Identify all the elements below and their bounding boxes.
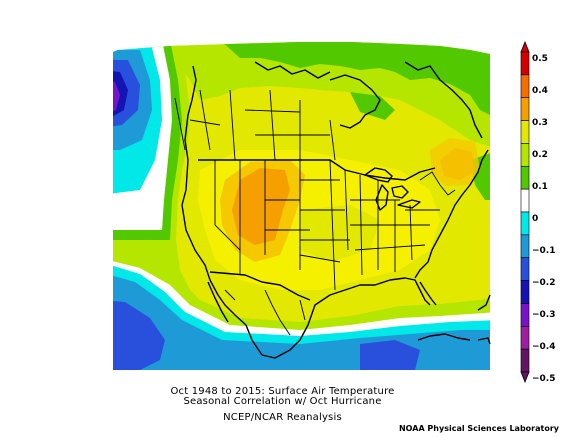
pacific-coastline bbox=[181, 65, 263, 356]
field-newengland-gold bbox=[430, 138, 480, 186]
colorbar-swatch bbox=[520, 280, 530, 304]
canada-misc-borders bbox=[174, 89, 330, 151]
us-canada-border bbox=[198, 159, 436, 181]
colorbar-swatch bbox=[520, 211, 530, 236]
field-north-green bbox=[220, 42, 490, 120]
colorbar-arrow-top bbox=[520, 40, 530, 53]
colorbar-swatch bbox=[520, 165, 530, 190]
mexico-state-borders bbox=[224, 289, 306, 336]
colorbar-swatch bbox=[520, 348, 530, 373]
lake-erie bbox=[397, 199, 421, 209]
colorbar-swatch bbox=[520, 257, 530, 281]
colorbar-label: −0.1 bbox=[532, 246, 555, 256]
hispaniola-coastline bbox=[477, 337, 491, 345]
gulf-coastline bbox=[261, 277, 431, 359]
correlation-field bbox=[113, 42, 490, 370]
colorbar-label: 0.5 bbox=[532, 54, 548, 64]
colorbar-swatch bbox=[520, 120, 530, 144]
bahamas-outline bbox=[477, 294, 491, 311]
arctic-coastline bbox=[254, 61, 331, 79]
colorbar-label: −0.4 bbox=[532, 342, 555, 352]
colorbar-label: −0.5 bbox=[532, 374, 555, 384]
florida-coastline bbox=[419, 281, 437, 306]
us-mexico-border bbox=[209, 271, 311, 301]
colorbar-label: 0.3 bbox=[532, 118, 548, 128]
colorbar: 0.5 0.4 0.3 0.2 0.1 0 −0.1 −0.2 −0.3 −0.4 −0.5 bbox=[520, 40, 555, 384]
state-and-province-borders bbox=[174, 89, 456, 336]
canada-province-borders bbox=[229, 89, 336, 161]
colorbar-swatch bbox=[520, 234, 530, 259]
field-greatlakes-green bbox=[350, 92, 395, 120]
baja-coastline bbox=[207, 281, 229, 323]
atlantic-coastline bbox=[414, 149, 489, 279]
colorbar-swatch bbox=[520, 143, 530, 167]
field-rockies-orange bbox=[232, 168, 290, 245]
colorbar-swatch bbox=[520, 51, 530, 76]
colorbar-label: 0.4 bbox=[532, 86, 548, 96]
colorbar-label: −0.3 bbox=[532, 310, 555, 320]
colorbar-swatch bbox=[520, 188, 530, 213]
field-interior-yellowgreen bbox=[300, 205, 380, 262]
field-pacific-purple bbox=[113, 80, 120, 115]
border-4 bbox=[299, 179, 350, 263]
colorbar-swatch bbox=[520, 97, 530, 121]
field-southwest-blue bbox=[113, 300, 165, 370]
colorbar-label: 0 bbox=[532, 214, 538, 224]
field-caribbean-blue bbox=[360, 340, 420, 370]
boundaries bbox=[181, 61, 491, 359]
colorbar-swatch bbox=[520, 74, 530, 99]
figure-title-line1: Oct 1948 to 2015: Surface Air Temperatur… bbox=[170, 386, 395, 397]
figure-title-line2: Seasonal Correlation w/ Oct Hurricane bbox=[183, 396, 382, 407]
colorbar-swatch bbox=[520, 303, 530, 327]
colorbar-label: 0.2 bbox=[532, 150, 548, 160]
colorbar-label: −0.2 bbox=[532, 278, 555, 288]
border-7 bbox=[419, 171, 456, 196]
colorbar-arrow-bottom bbox=[520, 371, 530, 384]
credit-label: NOAA Physical Sciences Laboratory bbox=[398, 424, 559, 433]
colorbar-label: 0.1 bbox=[532, 182, 548, 192]
border-3 bbox=[264, 160, 310, 270]
border-6 bbox=[350, 199, 440, 251]
hudson-bay-coastline bbox=[329, 74, 381, 129]
lake-michigan bbox=[375, 184, 389, 211]
border-1 bbox=[214, 160, 241, 275]
labrador-coastline bbox=[404, 61, 483, 139]
colorbar-swatch bbox=[520, 325, 530, 350]
lake-huron bbox=[391, 185, 409, 199]
cuba-coastline bbox=[417, 333, 471, 341]
figure-subtitle: NCEP/NCAR Reanalysis bbox=[223, 412, 342, 423]
